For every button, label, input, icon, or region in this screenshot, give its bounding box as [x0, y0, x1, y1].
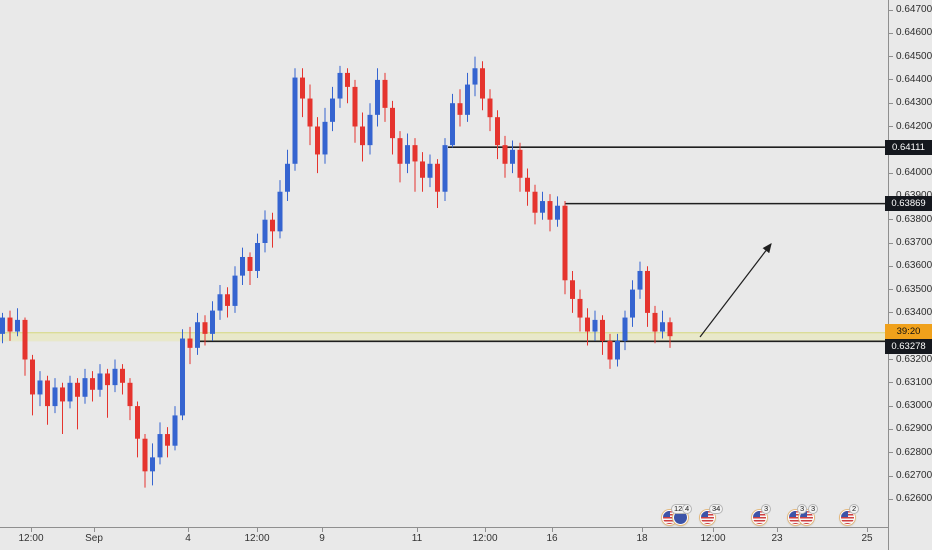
time-axis-label: 9 — [319, 533, 325, 544]
time-axis-label: 4 — [185, 533, 191, 544]
event-count-badge: 3 — [797, 504, 808, 514]
price-axis-label: 0.64300 — [896, 97, 932, 109]
price-axis-tick — [889, 79, 893, 81]
us-flag-icon — [700, 510, 715, 525]
price-axis-label: 0.62800 — [896, 446, 932, 458]
price-axis-tick — [889, 312, 893, 314]
flag-wrapper: 2 — [840, 504, 860, 525]
price-axis-tick — [889, 452, 893, 454]
price-axis-label: 0.63000 — [896, 400, 932, 412]
time-axis-tick — [417, 528, 418, 532]
price-axis-label: 0.64600 — [896, 27, 932, 39]
time-axis-label: Sep — [85, 533, 103, 544]
time-axis-label: 12:00 — [700, 533, 726, 544]
price-axis-label: 0.63100 — [896, 376, 932, 388]
price-axis-tick — [889, 359, 893, 360]
time-axis-tick — [188, 528, 189, 532]
time-axis-label: 23 — [771, 533, 783, 544]
price-level-badge: 0.63278 — [885, 339, 932, 355]
time-axis-label: 11 — [411, 533, 423, 544]
event-count-badge: 34 — [709, 504, 724, 514]
time-axis-tick — [94, 528, 95, 532]
price-axis-tick — [889, 219, 893, 221]
time-axis-tick — [322, 528, 323, 532]
price-axis-label: 0.64000 — [896, 167, 932, 179]
time-axis-tick — [31, 528, 32, 532]
price-axis-tick — [889, 475, 893, 477]
price-axis[interactable]: 0.64700 0.64600 0.64500 0.64400 0.64300 0.642… — [888, 0, 932, 550]
event-count-badge: 3 — [761, 504, 772, 514]
price-axis-label: 0.62900 — [896, 423, 932, 435]
price-axis-tick — [889, 265, 893, 267]
price-axis-label: 0.64500 — [896, 50, 932, 62]
price-axis-tick — [889, 428, 893, 430]
economic-events-row: 123 4 34 3 3 3 2 — [0, 504, 932, 528]
time-axis-label: 12:00 — [18, 533, 44, 544]
flag-wrapper: 3 — [752, 504, 772, 525]
price-axis-tick — [889, 289, 893, 291]
price-axis-tick — [889, 382, 893, 384]
price-axis-label: 0.64400 — [896, 73, 932, 85]
price-axis-tick — [889, 32, 893, 34]
highlight-band[interactable] — [0, 332, 888, 342]
price-axis-label: 0.63500 — [896, 283, 932, 295]
price-axis-label: 0.63200 — [896, 353, 932, 365]
price-axis-tick — [889, 242, 893, 244]
price-axis-label: 0.63600 — [896, 260, 932, 272]
candle-bodies — [0, 68, 673, 472]
price-level-badge: 0.64111 — [885, 139, 932, 155]
price-axis-tick — [889, 56, 893, 58]
time-axis-tick — [485, 528, 486, 532]
price-axis-label: 0.63800 — [896, 213, 932, 225]
event-count-badge: 3 — [808, 504, 819, 514]
price-axis-tick — [889, 9, 893, 11]
price-axis-label: 0.62600 — [896, 493, 932, 505]
event-count-badge: 2 — [849, 504, 860, 514]
price-axis-label: 0.63900 — [896, 190, 932, 202]
time-axis-label: 16 — [546, 533, 558, 544]
time-axis-tick — [257, 528, 258, 532]
us-flag-icon — [840, 510, 855, 525]
price-axis-tick — [889, 126, 893, 127]
time-axis-tick — [867, 528, 868, 532]
price-axis-tick — [889, 498, 893, 500]
us-flag-icon — [752, 510, 767, 525]
time-axis-tick — [777, 528, 778, 532]
time-axis-label: 12:00 — [472, 533, 498, 544]
countdown-badge: 39:20 — [885, 324, 932, 340]
price-axis-tick — [889, 102, 893, 104]
price-axis-tick — [889, 172, 893, 174]
time-axis-label: 18 — [636, 533, 648, 544]
price-axis-label: 0.64700 — [896, 4, 932, 15]
candlestick-chart[interactable] — [0, 0, 888, 527]
time-axis-label: 12:00 — [244, 533, 270, 544]
time-axis[interactable]: 12:00 Sep 4 12:00 9 11 12:00 16 18 12:00 23 25 — [0, 527, 932, 550]
trend-arrow[interactable] — [699, 243, 772, 338]
price-axis-label: 0.63400 — [896, 306, 932, 318]
time-axis-tick — [642, 528, 643, 532]
time-axis-label: 25 — [861, 533, 873, 544]
price-axis-label: 0.62700 — [896, 470, 932, 481]
time-axis-tick — [552, 528, 553, 532]
event-count-badge: 4 — [682, 504, 693, 514]
time-axis-tick — [713, 528, 714, 532]
flag-wrapper: 34 — [700, 504, 724, 525]
candle-wicks — [2, 56, 671, 488]
price-level-badge: 0.63869 — [885, 196, 932, 212]
price-axis-tick — [889, 405, 893, 407]
price-axis-label: 0.63700 — [896, 237, 932, 248]
price-axis-label: 0.64200 — [896, 120, 932, 132]
